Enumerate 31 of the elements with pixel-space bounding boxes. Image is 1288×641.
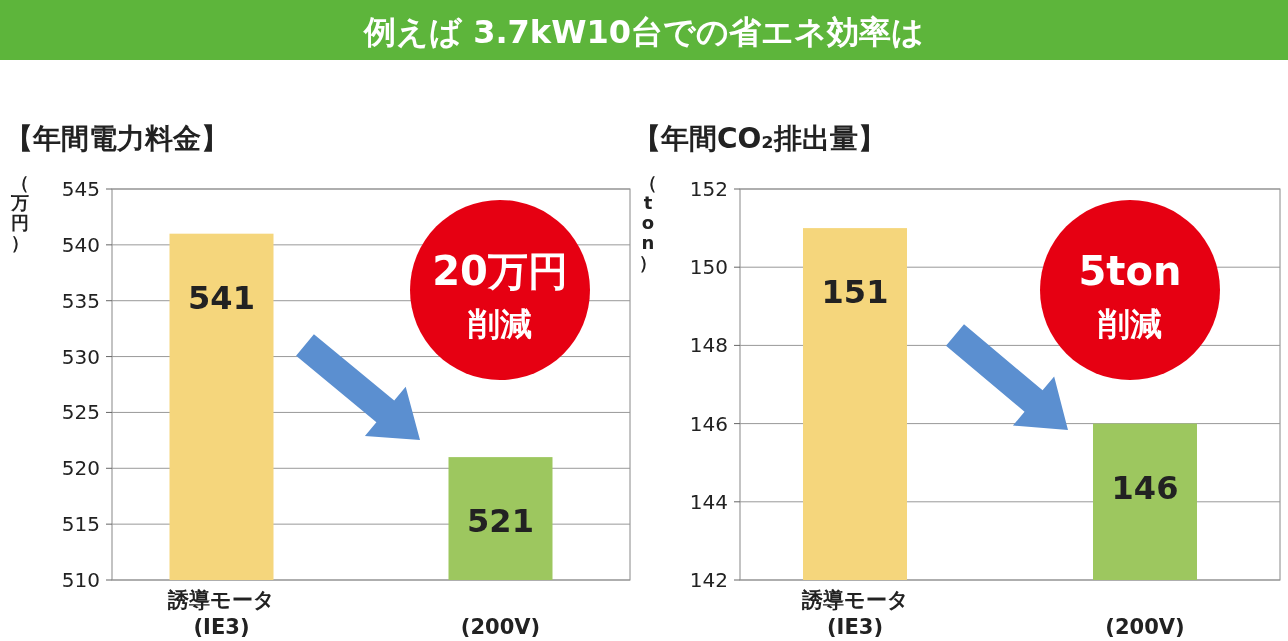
y-axis-title: （万円）	[10, 172, 29, 253]
text: 例えば 3.7kW10台での省エネ効率は	[363, 13, 924, 51]
data-label: 521	[467, 502, 534, 541]
y-tick-label: 148	[689, 333, 728, 358]
chart-title: 【年間CO₂排出量】	[633, 122, 886, 155]
y-tick-label: 540	[61, 232, 100, 257]
y-axis-title: （ton）	[639, 172, 657, 273]
y-tick-label: 535	[61, 288, 100, 313]
y-tick-label: 530	[61, 344, 100, 369]
y-tick-label: 144	[689, 489, 728, 514]
y-tick-label: 152	[689, 177, 728, 201]
annotation: 5ton	[1078, 248, 1182, 294]
x-tick-label: (200V)	[460, 615, 541, 639]
y-tick-label: 142	[689, 568, 728, 592]
x-tick-label: (200V)	[1105, 615, 1185, 639]
annotation: 20万円	[432, 248, 568, 294]
y-tick-label: 515	[61, 512, 100, 537]
annotation: 削減	[467, 305, 532, 343]
y-tick-label: 520	[61, 456, 100, 481]
data-label: 541	[188, 278, 255, 317]
x-tick-label: 誘導モータ (IE3)	[167, 588, 275, 639]
x-tick-label: 誘導モータ (IE3)	[800, 588, 909, 639]
annotation: 削減	[1097, 305, 1162, 343]
chart-title: 【年間電力料金】	[5, 122, 229, 155]
data-label: 151	[821, 273, 889, 312]
y-tick-label: 150	[689, 255, 728, 280]
y-tick-label: 510	[61, 568, 100, 592]
y-tick-label: 146	[689, 411, 728, 436]
data-label: 146	[1111, 468, 1179, 507]
y-tick-label: 545	[61, 177, 100, 201]
y-tick-label: 525	[61, 400, 100, 425]
